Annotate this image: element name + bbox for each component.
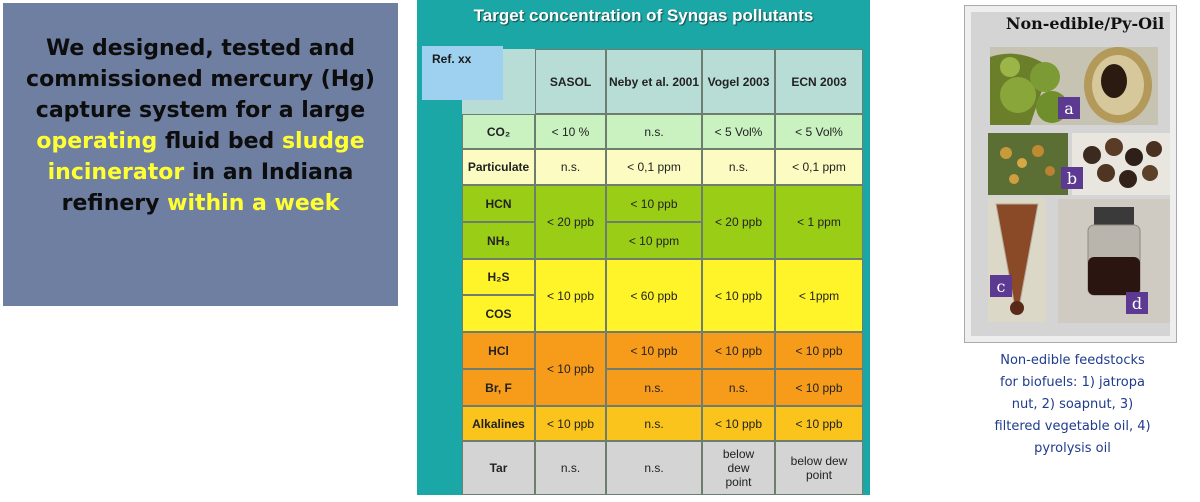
info-line: commissioned mercury (Hg) (26, 67, 375, 92)
pyrolysis-oil-photo (1058, 199, 1170, 323)
info-line: in an Indiana (184, 160, 354, 185)
caption-line: for biofuels: 1) jatropa (1000, 375, 1145, 390)
syngas-slide: Target concentration of Syngas pollutant… (417, 0, 870, 495)
column-header-sasol: SASOL (535, 49, 606, 114)
table-cell: < 10 ppb (535, 406, 606, 441)
table-cell: n.s. (606, 406, 702, 441)
caption-line: filtered vegetable oil, 4) (994, 419, 1151, 434)
badge-b: b (1061, 167, 1083, 189)
table-cell: below dew point (702, 441, 775, 495)
info-line: We designed, tested and (45, 36, 356, 61)
column-header-vogel: Vogel 2003 (702, 49, 775, 114)
table-cell: < 10 ppb (535, 332, 606, 406)
row-label-h2s: H₂S (462, 259, 535, 295)
table-cell: < 10 ppb (702, 332, 775, 369)
jatropa-photo (990, 47, 1158, 125)
table-cell: < 5 Vol% (775, 114, 863, 149)
table-cell: n.s. (606, 114, 702, 149)
row-label-tar: Tar (462, 441, 535, 495)
info-line: capture system for a large (35, 98, 366, 123)
table-cell: < 0,1 ppm (775, 149, 863, 185)
info-text: We designed, tested and commissioned mer… (3, 33, 398, 219)
row-label-cos: COS (462, 295, 535, 332)
table-cell: < 60 ppb (606, 259, 702, 332)
table-cell: n.s. (702, 369, 775, 406)
table-cell: < 10 ppb (535, 259, 606, 332)
table-cell: < 10 ppb (775, 332, 863, 369)
badge-a: a (1058, 97, 1080, 119)
highlight-text: operating (36, 129, 158, 154)
table-cell: < 10 % (535, 114, 606, 149)
vegetable-oil-photo (988, 198, 1046, 322)
info-line: refinery (61, 191, 168, 216)
slide-title: Target concentration of Syngas pollutant… (473, 6, 814, 25)
table-cell: < 10 ppb (606, 185, 702, 222)
table-cell: below dew point (775, 441, 863, 495)
table-cell: < 20 ppb (535, 185, 606, 259)
row-label-hcn: HCN (462, 185, 535, 222)
row-label-nh3: NH₃ (462, 222, 535, 259)
table-cell: n.s. (702, 149, 775, 185)
row-label-co2: CO₂ (462, 114, 535, 149)
table-cell: < 5 Vol% (702, 114, 775, 149)
table-cell: < 10 ppm (606, 222, 702, 259)
table-cell: < 0,1 ppm (606, 149, 702, 185)
table-cell: < 10 ppb (775, 369, 863, 406)
highlight-text: incinerator (47, 160, 185, 185)
caption-line: pyrolysis oil (1034, 441, 1111, 456)
caption-line: Non-edible feedstocks (1000, 353, 1145, 368)
badge-c: c (990, 275, 1012, 297)
highlight-text: sludge (281, 129, 365, 154)
table-cell: n.s. (535, 149, 606, 185)
highlight-text: within a week (167, 191, 340, 216)
table-cell: < 1 ppm (775, 185, 863, 259)
caption-line: nut, 2) soapnut, 3) (1011, 397, 1134, 412)
table-cell: n.s. (606, 369, 702, 406)
image-caption: Non-edible feedstocks for biofuels: 1) j… (960, 350, 1185, 460)
row-label-particulate: Particulate (462, 149, 535, 185)
table-cell: < 1ppm (775, 259, 863, 332)
row-label-hcl: HCl (462, 332, 535, 369)
reference-box: Ref. xx (422, 46, 503, 100)
info-panel: We designed, tested and commissioned mer… (3, 3, 398, 306)
table-cell: < 10 ppb (606, 332, 702, 369)
table-cell: n.s. (535, 441, 606, 495)
info-line: fluid bed (157, 129, 282, 154)
badge-d: d (1126, 292, 1148, 314)
table-cell: < 10 ppb (702, 406, 775, 441)
table-cell: < 10 ppb (775, 406, 863, 441)
soapnut-photo (988, 133, 1170, 195)
column-header-ecn: ECN 2003 (775, 49, 863, 114)
column-header-neby: Neby et al. 2001 (606, 49, 702, 114)
table-cell: < 20 ppb (702, 185, 775, 259)
row-label-alkalines: Alkalines (462, 406, 535, 441)
table-cell: < 10 ppb (702, 259, 775, 332)
image-title: Non-edible/Py-Oil (1005, 14, 1165, 33)
row-label-br-f: Br, F (462, 369, 535, 406)
table-cell: n.s. (606, 441, 702, 495)
